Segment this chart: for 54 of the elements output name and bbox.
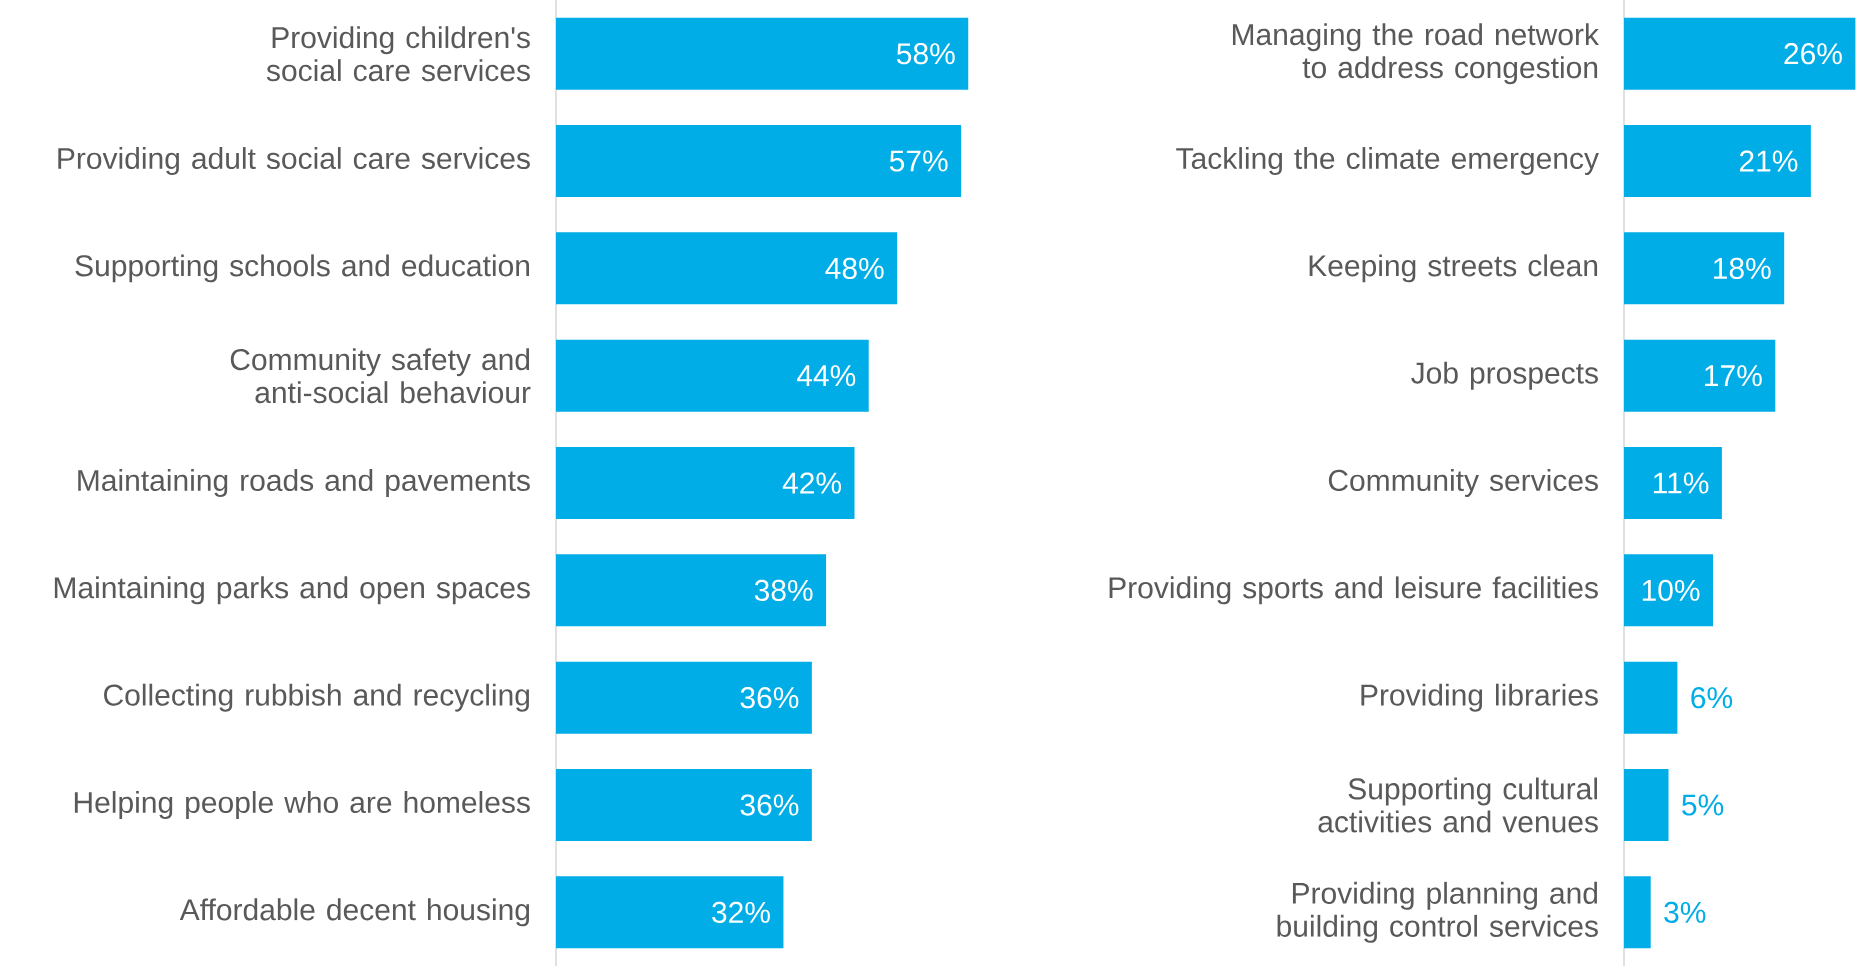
- data-label: 17%: [1705, 365, 1762, 387]
- y-tick-label: Keeping streets clean: [1309, 254, 1598, 283]
- bar: [1624, 769, 1669, 842]
- bar: [556, 876, 784, 949]
- bar: [556, 447, 855, 520]
- data-label: 42%: [782, 472, 842, 494]
- y-tick-label: Supporting cultural activities and venues: [1318, 777, 1598, 833]
- bar: [1624, 232, 1785, 305]
- y-tick-label: Maintaining parks and open spaces: [54, 576, 530, 605]
- data-label: 11%: [1653, 472, 1709, 494]
- y-tick-label: Supporting schools and education: [75, 254, 530, 283]
- bar: [556, 339, 869, 412]
- bar: [1624, 447, 1722, 520]
- y-tick-label: Providing planning and building control services: [1277, 881, 1598, 943]
- data-label: 32%: [712, 901, 770, 923]
- data-label: 3%: [1664, 901, 1706, 923]
- data-label: 10%: [1642, 579, 1700, 601]
- data-label: 58%: [896, 43, 955, 65]
- y-tick-label: Providing sports and leisure facilities: [1109, 576, 1598, 605]
- y-tick-label: Job prospects: [1411, 361, 1598, 390]
- data-label: 26%: [1784, 43, 1842, 65]
- bar: [556, 17, 969, 90]
- bar: [1624, 876, 1651, 949]
- bar: [1624, 339, 1776, 412]
- data-label: 48%: [825, 257, 884, 279]
- bar: [1624, 554, 1713, 627]
- data-label: 5%: [1682, 794, 1724, 816]
- y-tick-label: Helping people who are homeless: [74, 791, 530, 819]
- data-label: 38%: [754, 579, 813, 601]
- data-label: 6%: [1691, 687, 1733, 709]
- bar: [556, 125, 962, 198]
- bar: [556, 661, 812, 734]
- bar: [556, 554, 827, 627]
- y-tick-label: Tackling the climate emergency: [1176, 147, 1599, 175]
- data-label: 21%: [1739, 150, 1798, 172]
- y-tick-label: Community services: [1328, 469, 1598, 497]
- bar: [556, 769, 812, 842]
- bar: [1624, 17, 1856, 90]
- data-label: 44%: [796, 365, 856, 387]
- y-tick-label: Providing children's social care services: [266, 26, 530, 82]
- y-tick-label: Providing libraries: [1361, 683, 1598, 712]
- bar: [556, 232, 898, 305]
- bar: [1624, 661, 1678, 734]
- data-label: 57%: [889, 150, 948, 172]
- data-label: 36%: [740, 794, 799, 816]
- y-tick-label: Providing adult social care services: [58, 147, 530, 175]
- y-tick-label: Collecting rubbish and recycling: [104, 683, 529, 712]
- data-label: 18%: [1714, 257, 1771, 279]
- y-tick-label: Community safety and anti-social behaviour: [230, 348, 531, 404]
- data-label: 36%: [740, 687, 799, 709]
- bar: [1624, 125, 1811, 198]
- y-tick-label: Managing the road network to address congestion: [1232, 23, 1599, 85]
- y-tick-label: Affordable decent housing: [179, 898, 530, 927]
- y-tick-label: Maintaining roads and pavements: [78, 469, 530, 497]
